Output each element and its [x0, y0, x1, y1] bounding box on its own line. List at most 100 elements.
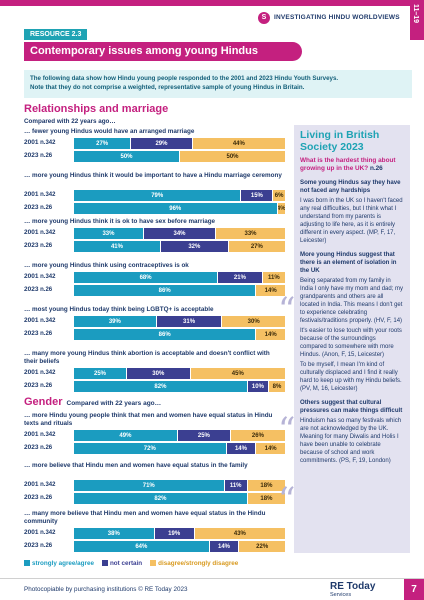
- age-range-tab: 11–19: [410, 0, 424, 40]
- row-label: 2023 n.26: [24, 444, 53, 451]
- relationships-row-1-2023: 2023 n.26 50% 50%: [24, 151, 286, 162]
- bar-segment-agree: 25%: [74, 368, 127, 379]
- bar-segment-notsure: 19%: [154, 528, 195, 539]
- stacked-bar: 41% 32% 27%: [74, 241, 286, 252]
- bar-segment-notsure: 21%: [218, 272, 263, 283]
- row-label: 2001 n.342: [24, 317, 56, 324]
- intro-line-1: The following data show how Hindu young …: [30, 75, 339, 82]
- bar-segment-notsure: 14%: [209, 541, 240, 552]
- row-label: 2023 n.26: [24, 494, 53, 501]
- row-label: 2023 n.26: [24, 286, 53, 293]
- row-label: 2001 n.342: [24, 139, 56, 146]
- bar-segment-agree: 50%: [74, 151, 180, 162]
- footer: Photocopiable by purchasing institutions…: [0, 578, 424, 600]
- row-label: 2023 n.26: [24, 242, 53, 249]
- row-label: 2001 n.342: [24, 191, 56, 198]
- sidebar-blocks: Some young Hindus say they have not face…: [300, 179, 404, 465]
- relationships-row-3-2001: 2001 n.342 33% 34% 33%: [24, 228, 286, 239]
- row-label: 2001 n.342: [24, 229, 56, 236]
- row-label: 2023 n.26: [24, 152, 53, 159]
- intro-box: The following data show how Hindu young …: [24, 70, 412, 98]
- relationships-question-4: … more young Hindus think using contrace…: [24, 262, 189, 269]
- relationships-question-6: … many more young Hindus think abortion …: [24, 350, 270, 365]
- gender-row-2-2023: 2023 n.26 82% 18%: [24, 493, 286, 504]
- bar-segment-notsure: 34%: [143, 228, 217, 239]
- bar-segment-disagree: 8%: [269, 381, 286, 392]
- row-label: 2001 n.342: [24, 369, 56, 376]
- relationships-question-1: … fewer young Hindus would have an arran…: [24, 128, 195, 135]
- relationships-row-2-2023: 2023 n.26 96% 4%: [24, 203, 286, 214]
- intro-line-2: Note that they do not comprise a weighte…: [30, 84, 305, 91]
- sidebar-quote: To be myself, I mean I'm kind of cultura…: [300, 362, 402, 392]
- sidebar-block-heading-1: Some young Hindus say they have not face…: [300, 179, 401, 194]
- relationships-question-2: … more young Hindus think it would be im…: [24, 172, 282, 179]
- bar-segment-notsure: 30%: [127, 368, 191, 379]
- stacked-bar: 96% 4%: [74, 203, 286, 214]
- sidebar-title: Living in British Society 2023: [300, 129, 380, 153]
- stacked-bar: 25% 30% 45%: [74, 368, 286, 379]
- relationships-row-6-2023: 2023 n.26 82% 10% 8%: [24, 381, 286, 392]
- row-label: 2023 n.26: [24, 382, 53, 389]
- gender-question-2: … more believe that Hindu men and women …: [24, 462, 248, 469]
- legend-notsure: not certain: [101, 560, 142, 567]
- row-label: 2023 n.26: [24, 330, 53, 337]
- chart-legend: strongly agree/agree not certain disagre…: [24, 560, 238, 567]
- gender-row-3-2023: 2023 n.26 64% 14% 22%: [24, 541, 286, 552]
- bar-segment-agree: 72%: [74, 443, 227, 454]
- legend-disagree: disagree/strongly disagree: [150, 560, 238, 567]
- bar-segment-disagree: 14%: [256, 285, 286, 296]
- gender-row-3-2001: 2001 n.342 38% 19% 43%: [24, 528, 286, 539]
- top-accent-strip: [0, 0, 424, 6]
- bar-segment-agree: 33%: [74, 228, 144, 239]
- stacked-bar: 82% 10% 8%: [74, 381, 286, 392]
- gender-row-1-2001: 2001 n.342 49% 25% 26%: [24, 430, 286, 441]
- bar-segment-disagree: 14%: [256, 443, 286, 454]
- stacked-bar: 49% 25% 26%: [74, 430, 286, 441]
- bar-segment-disagree: 44%: [192, 138, 286, 149]
- relationships-question-5: … most young Hindus today think being LG…: [24, 306, 214, 313]
- gender-row-2-2001: 2001 n.342 71% 11% 18%: [24, 480, 286, 491]
- row-label: 2023 n.26: [24, 542, 53, 549]
- bar-segment-agree: 82%: [74, 381, 248, 392]
- gender-heading: Gender Compared with 22 years ago…: [24, 396, 162, 408]
- row-label: 2001 n.342: [24, 431, 56, 438]
- bar-segment-agree: 41%: [74, 241, 161, 252]
- bar-segment-disagree: 4%: [277, 203, 286, 214]
- legend-agree: strongly agree/agree: [24, 560, 94, 567]
- stacked-bar: 79% 15% 6%: [74, 190, 286, 201]
- row-label: 2023 n.26: [24, 204, 53, 211]
- sidebar-quote: Hinduism has so many festivals which are…: [300, 418, 402, 464]
- stacked-bar: 82% 18%: [74, 493, 286, 504]
- stacked-bar: 38% 19% 43%: [74, 528, 286, 539]
- quote-mark-icon: “: [278, 410, 296, 450]
- sidebar-quote: I was born in the UK so I haven't faced …: [300, 198, 403, 244]
- sidebar-quote: Being separated from my family in India …: [300, 278, 404, 324]
- page-number: 7: [404, 579, 424, 600]
- relationships-row-5-2001: 2001 n.342 39% 31% 30%: [24, 316, 286, 327]
- gender-question-3: … many more believe that Hindu men and w…: [24, 510, 266, 525]
- bar-segment-notsure: 31%: [156, 316, 223, 327]
- relationships-row-5-2023: 2023 n.26 86% 14%: [24, 329, 286, 340]
- bar-segment-agree: 71%: [74, 480, 225, 491]
- bar-segment-disagree: 33%: [216, 228, 286, 239]
- bar-segment-agree: 86%: [74, 285, 257, 296]
- series-badge: S: [258, 12, 270, 24]
- bar-segment-agree: 96%: [74, 203, 278, 214]
- bar-segment-notsure: 15%: [241, 190, 274, 201]
- page-title: Contemporary issues among young Hindus: [24, 42, 302, 61]
- bar-segment-disagree: 18%: [247, 493, 286, 504]
- bar-segment-disagree: 27%: [228, 241, 286, 252]
- gender-compared: Compared with 22 years ago…: [66, 400, 162, 407]
- relationships-heading: Relationships and marriage: [24, 103, 169, 115]
- bar-segment-agree: 86%: [74, 329, 257, 340]
- bar-segment-agree: 49%: [74, 430, 178, 441]
- sidebar-question: What is the hardest thing about growing …: [300, 157, 396, 172]
- sidebar-block-heading-3: Others suggest that cultural pressures c…: [300, 399, 403, 414]
- row-label: 2001 n.342: [24, 273, 56, 280]
- bar-segment-disagree: 26%: [230, 430, 286, 441]
- bar-segment-notsure: 25%: [177, 430, 231, 441]
- relationships-row-6-2001: 2001 n.342 25% 30% 45%: [24, 368, 286, 379]
- bar-segment-agree: 68%: [74, 272, 219, 283]
- series-title: INVESTIGATING HINDU WORLDVIEWS: [274, 14, 400, 21]
- bar-segment-notsure: 10%: [247, 381, 270, 392]
